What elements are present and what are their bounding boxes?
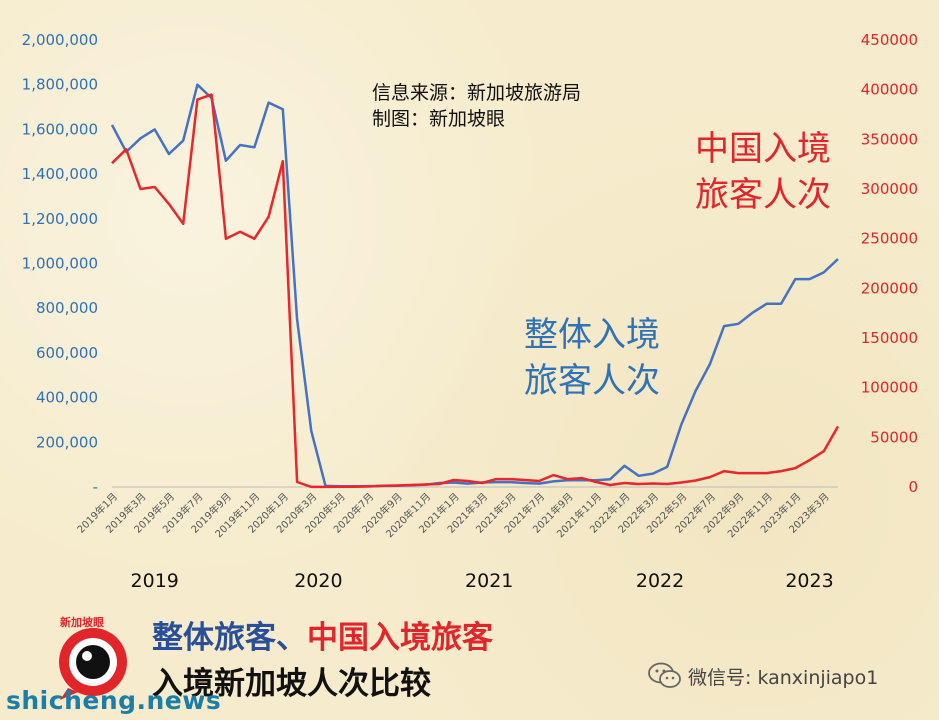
right-axis-tick-label: 200000 xyxy=(861,279,918,297)
total-label-line-2: 旅客人次 xyxy=(524,361,660,401)
china-series-label: 中国入境 旅客人次 xyxy=(695,126,831,218)
total-series-label: 整体入境 旅客人次 xyxy=(524,312,660,404)
right-axis-tick-label: 450000 xyxy=(861,31,918,49)
wechat-text: 微信号: kanxinjiapo1 xyxy=(688,666,879,689)
right-axis-tick-label: 250000 xyxy=(861,230,918,248)
left-axis-tick-label: 1,800,000 xyxy=(22,76,98,94)
wechat-id: 微信号: kanxinjiapo1 xyxy=(648,662,878,690)
watermark: shicheng.news xyxy=(6,686,222,715)
right-axis-ticks: 0 50000 100000 150000 200000 250000 300000 3500… xyxy=(861,31,918,496)
year-label: 2019 xyxy=(131,570,179,592)
year-labels: 2019 2020 2021 2022 2023 xyxy=(131,570,834,592)
source-line-2: 制图：新加坡眼 xyxy=(372,108,506,130)
year-label: 2023 xyxy=(785,570,833,592)
footer-title-red: 中国入境旅客 xyxy=(307,620,493,656)
right-axis-tick-label: 100000 xyxy=(861,379,918,397)
china-arrivals-line xyxy=(111,93,840,489)
left-axis-tick-label: 400,000 xyxy=(36,389,98,407)
left-axis-tick-label: 1,600,000 xyxy=(22,120,98,138)
source-note: 信息来源：新加坡旅游局 制图：新加坡眼 xyxy=(372,80,581,132)
footer-title-blue: 整体旅客、 xyxy=(152,620,307,656)
year-label: 2022 xyxy=(636,570,684,592)
right-axis-tick-label: 350000 xyxy=(861,130,918,148)
logo-text: 新加坡眼 xyxy=(60,616,104,629)
wechat-icon xyxy=(648,662,681,688)
right-axis-tick-label: 400000 xyxy=(861,81,918,99)
year-label: 2021 xyxy=(465,570,513,592)
left-axis-tick-label: 200,000 xyxy=(36,433,98,451)
left-axis-tick-label: 800,000 xyxy=(36,299,98,317)
eye-logo-icon xyxy=(59,628,127,700)
left-axis-tick-label: 1,200,000 xyxy=(22,210,98,228)
x-axis-tick-labels: 2019年1月2019年3月2019年5月2019年7月2019年9月2019年… xyxy=(74,490,832,540)
source-line-1: 信息来源：新加坡旅游局 xyxy=(372,82,582,104)
left-axis-ticks: - 200,000 400,000 600,000 800,000 1,000,000 1,… xyxy=(22,31,98,496)
right-axis-tick-label: 0 xyxy=(908,478,918,496)
china-label-line-1: 中国入境 xyxy=(695,129,831,169)
year-label: 2020 xyxy=(294,570,342,592)
china-label-line-2: 旅客人次 xyxy=(695,175,831,215)
left-axis-tick-label: - xyxy=(93,478,98,496)
right-axis-tick-label: 50000 xyxy=(870,428,918,446)
left-axis-tick-label: 600,000 xyxy=(36,344,98,362)
footer-title-line-1: 整体旅客、中国入境旅客 xyxy=(152,612,493,657)
right-axis-tick-label: 300000 xyxy=(861,180,918,198)
total-label-line-1: 整体入境 xyxy=(524,315,660,355)
left-axis-tick-label: 2,000,000 xyxy=(22,31,98,49)
left-axis-tick-label: 1,400,000 xyxy=(22,165,98,183)
footer-title-line-2: 入境新加坡人次比较 xyxy=(152,666,431,702)
right-axis-tick-label: 150000 xyxy=(861,329,918,347)
chart-series xyxy=(110,83,840,489)
left-axis-tick-label: 1,000,000 xyxy=(22,255,98,273)
